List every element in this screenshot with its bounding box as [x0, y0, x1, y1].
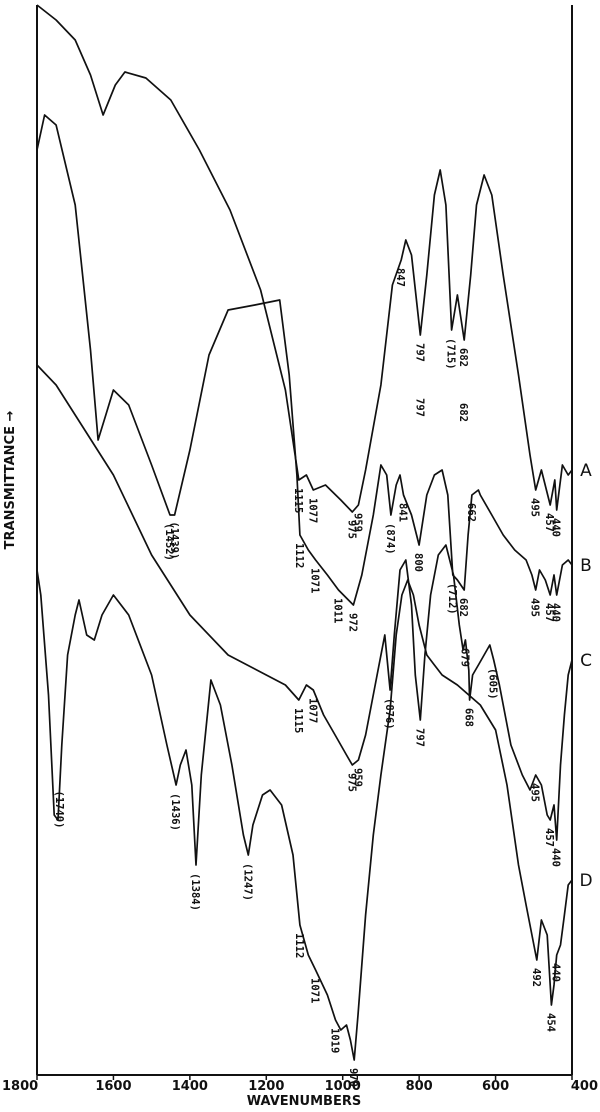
x-tick-label: 800 — [406, 1079, 433, 1094]
peak-label: 682 — [457, 403, 469, 422]
peak-label: 847 — [394, 268, 406, 287]
peak-label: 1077 — [306, 698, 318, 723]
peak-label: 975 — [345, 773, 357, 792]
peak-label: 959 — [351, 513, 363, 532]
series-name: C — [580, 651, 592, 671]
spectrum-line — [36, 569, 573, 1061]
peak-label: 970 — [347, 1068, 359, 1087]
peak-label: (1452) — [163, 523, 175, 561]
peak-label: 457 — [543, 828, 555, 847]
series-name: D — [579, 871, 592, 891]
peak-label: 495 — [529, 498, 541, 517]
peak-label: (605) — [487, 668, 499, 700]
peak-label: 1071 — [309, 978, 321, 1003]
peak-label: (1247) — [241, 863, 253, 901]
peak-label: 975 — [345, 520, 357, 539]
x-tick-label: 400 — [571, 1079, 598, 1094]
peak-label: 682 — [457, 598, 469, 617]
peak-label: 440 — [550, 518, 562, 537]
x-tick-label: 1400 — [172, 1079, 208, 1094]
peak-label: 440 — [550, 603, 562, 622]
spectrum-line — [36, 114, 573, 606]
x-axis-label: WAVENUMBERS — [247, 1094, 361, 1109]
series-name: B — [580, 556, 592, 576]
x-tick-label: 1800 — [2, 1079, 38, 1094]
peak-label: 797 — [413, 728, 425, 747]
peak-label: 495 — [529, 598, 541, 617]
peak-label: 679 — [458, 648, 470, 667]
peak-label: 841 — [396, 503, 408, 522]
peak-label: 668 — [463, 708, 475, 727]
peak-label: 1071 — [309, 568, 321, 593]
peak-label: 959 — [351, 768, 363, 787]
x-tick-label: 1000 — [325, 1079, 361, 1094]
peak-label: 797 — [413, 343, 425, 362]
peak-label: (1439) — [168, 521, 180, 559]
spectrum-line — [36, 364, 573, 841]
peak-label: 1115 — [292, 708, 304, 733]
peak-label: 1112 — [293, 543, 305, 568]
spectrum-line — [36, 4, 573, 513]
peak-label: (1384) — [189, 873, 201, 911]
x-tick-label: 600 — [482, 1079, 509, 1094]
peak-label: 1112 — [293, 933, 305, 958]
peak-label: 1077 — [306, 498, 318, 523]
peak-label: 457 — [543, 513, 555, 532]
peak-label: 797 — [413, 398, 425, 417]
peak-label: 457 — [543, 603, 555, 622]
peak-label: 454 — [544, 1013, 556, 1032]
peak-label: 440 — [550, 848, 562, 867]
x-tick-label: 1200 — [248, 1079, 284, 1094]
peak-label: 495 — [529, 783, 541, 802]
peak-label: 440 — [550, 963, 562, 982]
peak-label: 800 — [412, 553, 424, 572]
series-name: A — [580, 461, 592, 481]
peak-label: 1011 — [332, 598, 344, 623]
peak-label: 492 — [530, 968, 542, 987]
peak-label: (874) — [384, 523, 396, 555]
peak-label: 1019 — [328, 1028, 340, 1053]
x-tick-label: 1600 — [95, 1079, 131, 1094]
peak-label: 972 — [346, 613, 358, 632]
peak-label: 682 — [457, 348, 469, 367]
peak-label: (1436) — [169, 793, 181, 831]
peak-label: (1740) — [53, 791, 65, 829]
peak-label: (715) — [445, 338, 457, 370]
peak-label: 662 — [465, 503, 477, 522]
y-axis-label: TRANSMITTANCE → — [3, 411, 18, 550]
